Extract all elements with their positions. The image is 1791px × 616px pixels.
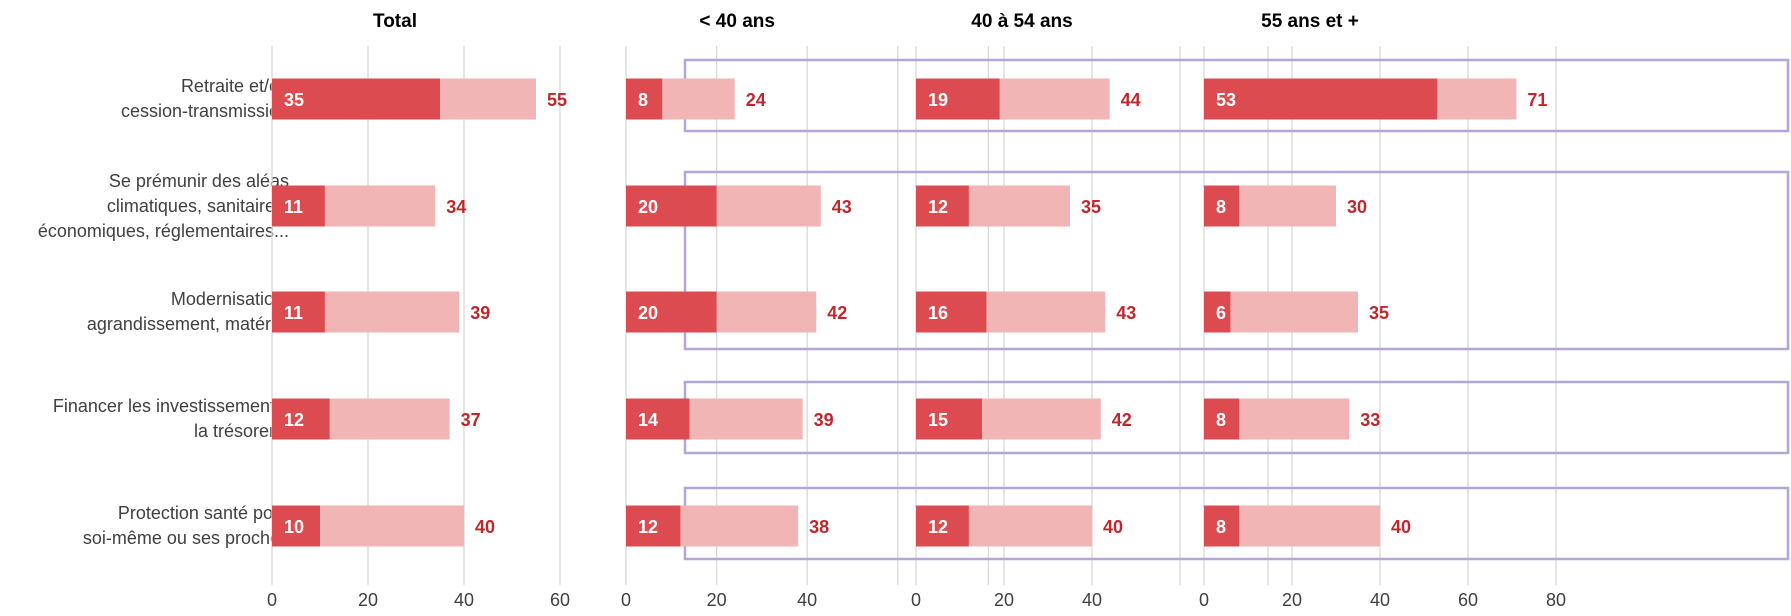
category-label-line: Financer les investissements, <box>52 396 289 416</box>
data-label-light: 39 <box>470 303 490 323</box>
x-tick-label: 40 <box>1370 590 1390 610</box>
bar-dark <box>1204 291 1231 333</box>
bar-dark <box>626 78 663 120</box>
data-label-dark: 8 <box>1216 197 1226 217</box>
panel-title: Total <box>373 11 417 32</box>
bar-dark <box>1204 78 1438 120</box>
x-tick-label: 0 <box>267 590 277 610</box>
data-label-light: 42 <box>827 303 847 323</box>
data-label-light: 55 <box>547 90 567 110</box>
data-label-dark: 12 <box>284 410 304 430</box>
category-label-line: cession-transmission <box>120 101 289 121</box>
category-label-line: Protection santé pour <box>117 503 289 523</box>
x-tick-label: 20 <box>994 590 1014 610</box>
data-label-light: 40 <box>1103 517 1123 537</box>
bar-dark <box>272 291 325 333</box>
data-label-dark: 12 <box>928 517 948 537</box>
x-tick-label: 60 <box>1458 590 1478 610</box>
data-label-dark: 8 <box>1216 410 1226 430</box>
data-label-dark: 11 <box>284 197 303 217</box>
x-tick-label: 0 <box>911 590 921 610</box>
category-label: Modernisation, agrandissement, matériel <box>0 287 289 337</box>
highlight-box <box>683 170 1790 351</box>
data-label-light: 33 <box>1360 410 1380 430</box>
bar-dark <box>272 505 320 547</box>
data-label-dark: 20 <box>638 303 658 323</box>
data-label-light: 40 <box>1391 517 1411 537</box>
x-tick-label: 0 <box>1199 590 1209 610</box>
x-tick-label: 0 <box>621 590 631 610</box>
category-label-line: Retraite et/ou <box>180 76 289 96</box>
x-tick-label: 20 <box>1282 590 1302 610</box>
bars <box>272 78 1517 547</box>
bar-dark <box>626 398 690 440</box>
data-label-light: 39 <box>814 410 834 430</box>
data-label-light: 43 <box>832 197 852 217</box>
x-tick-label: 40 <box>454 590 474 610</box>
data-label-dark: 19 <box>928 90 948 110</box>
bar-dark <box>916 291 987 333</box>
x-tick-label: 20 <box>358 590 378 610</box>
data-label-dark: 12 <box>638 517 658 537</box>
category-label-line: agrandissement, matériel <box>86 314 289 334</box>
panel-title: 55 ans et + <box>1261 11 1359 32</box>
data-label-light: 44 <box>1121 90 1141 110</box>
category-label: Retraite et/ou cession-transmission <box>0 74 289 124</box>
data-label-dark: 53 <box>1216 90 1236 110</box>
category-label-line: soi-même ou ses proches <box>82 528 289 548</box>
bar-dark <box>1204 398 1240 440</box>
data-label-dark: 16 <box>928 303 948 323</box>
x-tick-label: 20 <box>707 590 727 610</box>
panel-title: < 40 ans <box>699 11 775 32</box>
bar-dark <box>1204 505 1240 547</box>
data-label-dark: 6 <box>1216 303 1226 323</box>
category-label-line: Se prémunir des aléas <box>108 170 289 191</box>
bar-dark <box>916 398 982 440</box>
data-label-light: 42 <box>1112 410 1132 430</box>
data-label-dark: 12 <box>928 197 948 217</box>
bar-dark <box>916 505 969 547</box>
x-tick-label: 80 <box>1546 590 1566 610</box>
category-label-line: climatiques, sanitaires, <box>106 195 289 216</box>
data-label-dark: 20 <box>638 197 658 217</box>
bar-dark <box>626 291 717 333</box>
data-label-light: 30 <box>1347 197 1367 217</box>
data-label-light: 40 <box>475 517 495 537</box>
category-label: Protection santé pour soi-même ou ses pro… <box>0 501 289 551</box>
x-tick-label: 60 <box>550 590 570 610</box>
data-label-dark: 8 <box>638 90 648 110</box>
category-label-line: la trésorerie <box>193 421 289 441</box>
bar-dark <box>916 78 1000 120</box>
category-label: Financer les investissements, la trésorer… <box>0 394 289 444</box>
bar-dark <box>272 185 325 227</box>
bar-dark <box>272 398 330 440</box>
data-label-light: 35 <box>1369 303 1389 323</box>
category-label-line: Modernisation, <box>170 289 289 309</box>
data-label-light: 24 <box>746 90 766 110</box>
data-label-dark: 14 <box>638 410 658 430</box>
data-label-dark: 10 <box>284 517 304 537</box>
panel-title: 40 à 54 ans <box>971 11 1072 32</box>
data-label-dark: 35 <box>284 90 304 110</box>
data-label-dark: 11 <box>284 303 303 323</box>
data-label-light: 35 <box>1081 197 1101 217</box>
bar-dark <box>626 505 681 547</box>
x-tick-label: 40 <box>797 590 817 610</box>
data-label-light: 43 <box>1116 303 1136 323</box>
x-tick-label: 40 <box>1082 590 1102 610</box>
bar-dark <box>272 78 440 120</box>
data-label-dark: 8 <box>1216 517 1226 537</box>
data-label-light: 37 <box>461 410 481 430</box>
category-label: Se prémunir des aléas climatiques, sanita… <box>0 169 289 244</box>
category-label-line: économiques, réglementaires... <box>37 220 289 241</box>
bar-dark <box>1204 185 1240 227</box>
data-label-light: 34 <box>446 197 466 217</box>
data-label-light: 71 <box>1527 90 1547 110</box>
bar-dark <box>626 185 717 227</box>
data-label-light: 38 <box>809 517 829 537</box>
bar-dark <box>916 185 969 227</box>
data-label-dark: 15 <box>928 410 948 430</box>
